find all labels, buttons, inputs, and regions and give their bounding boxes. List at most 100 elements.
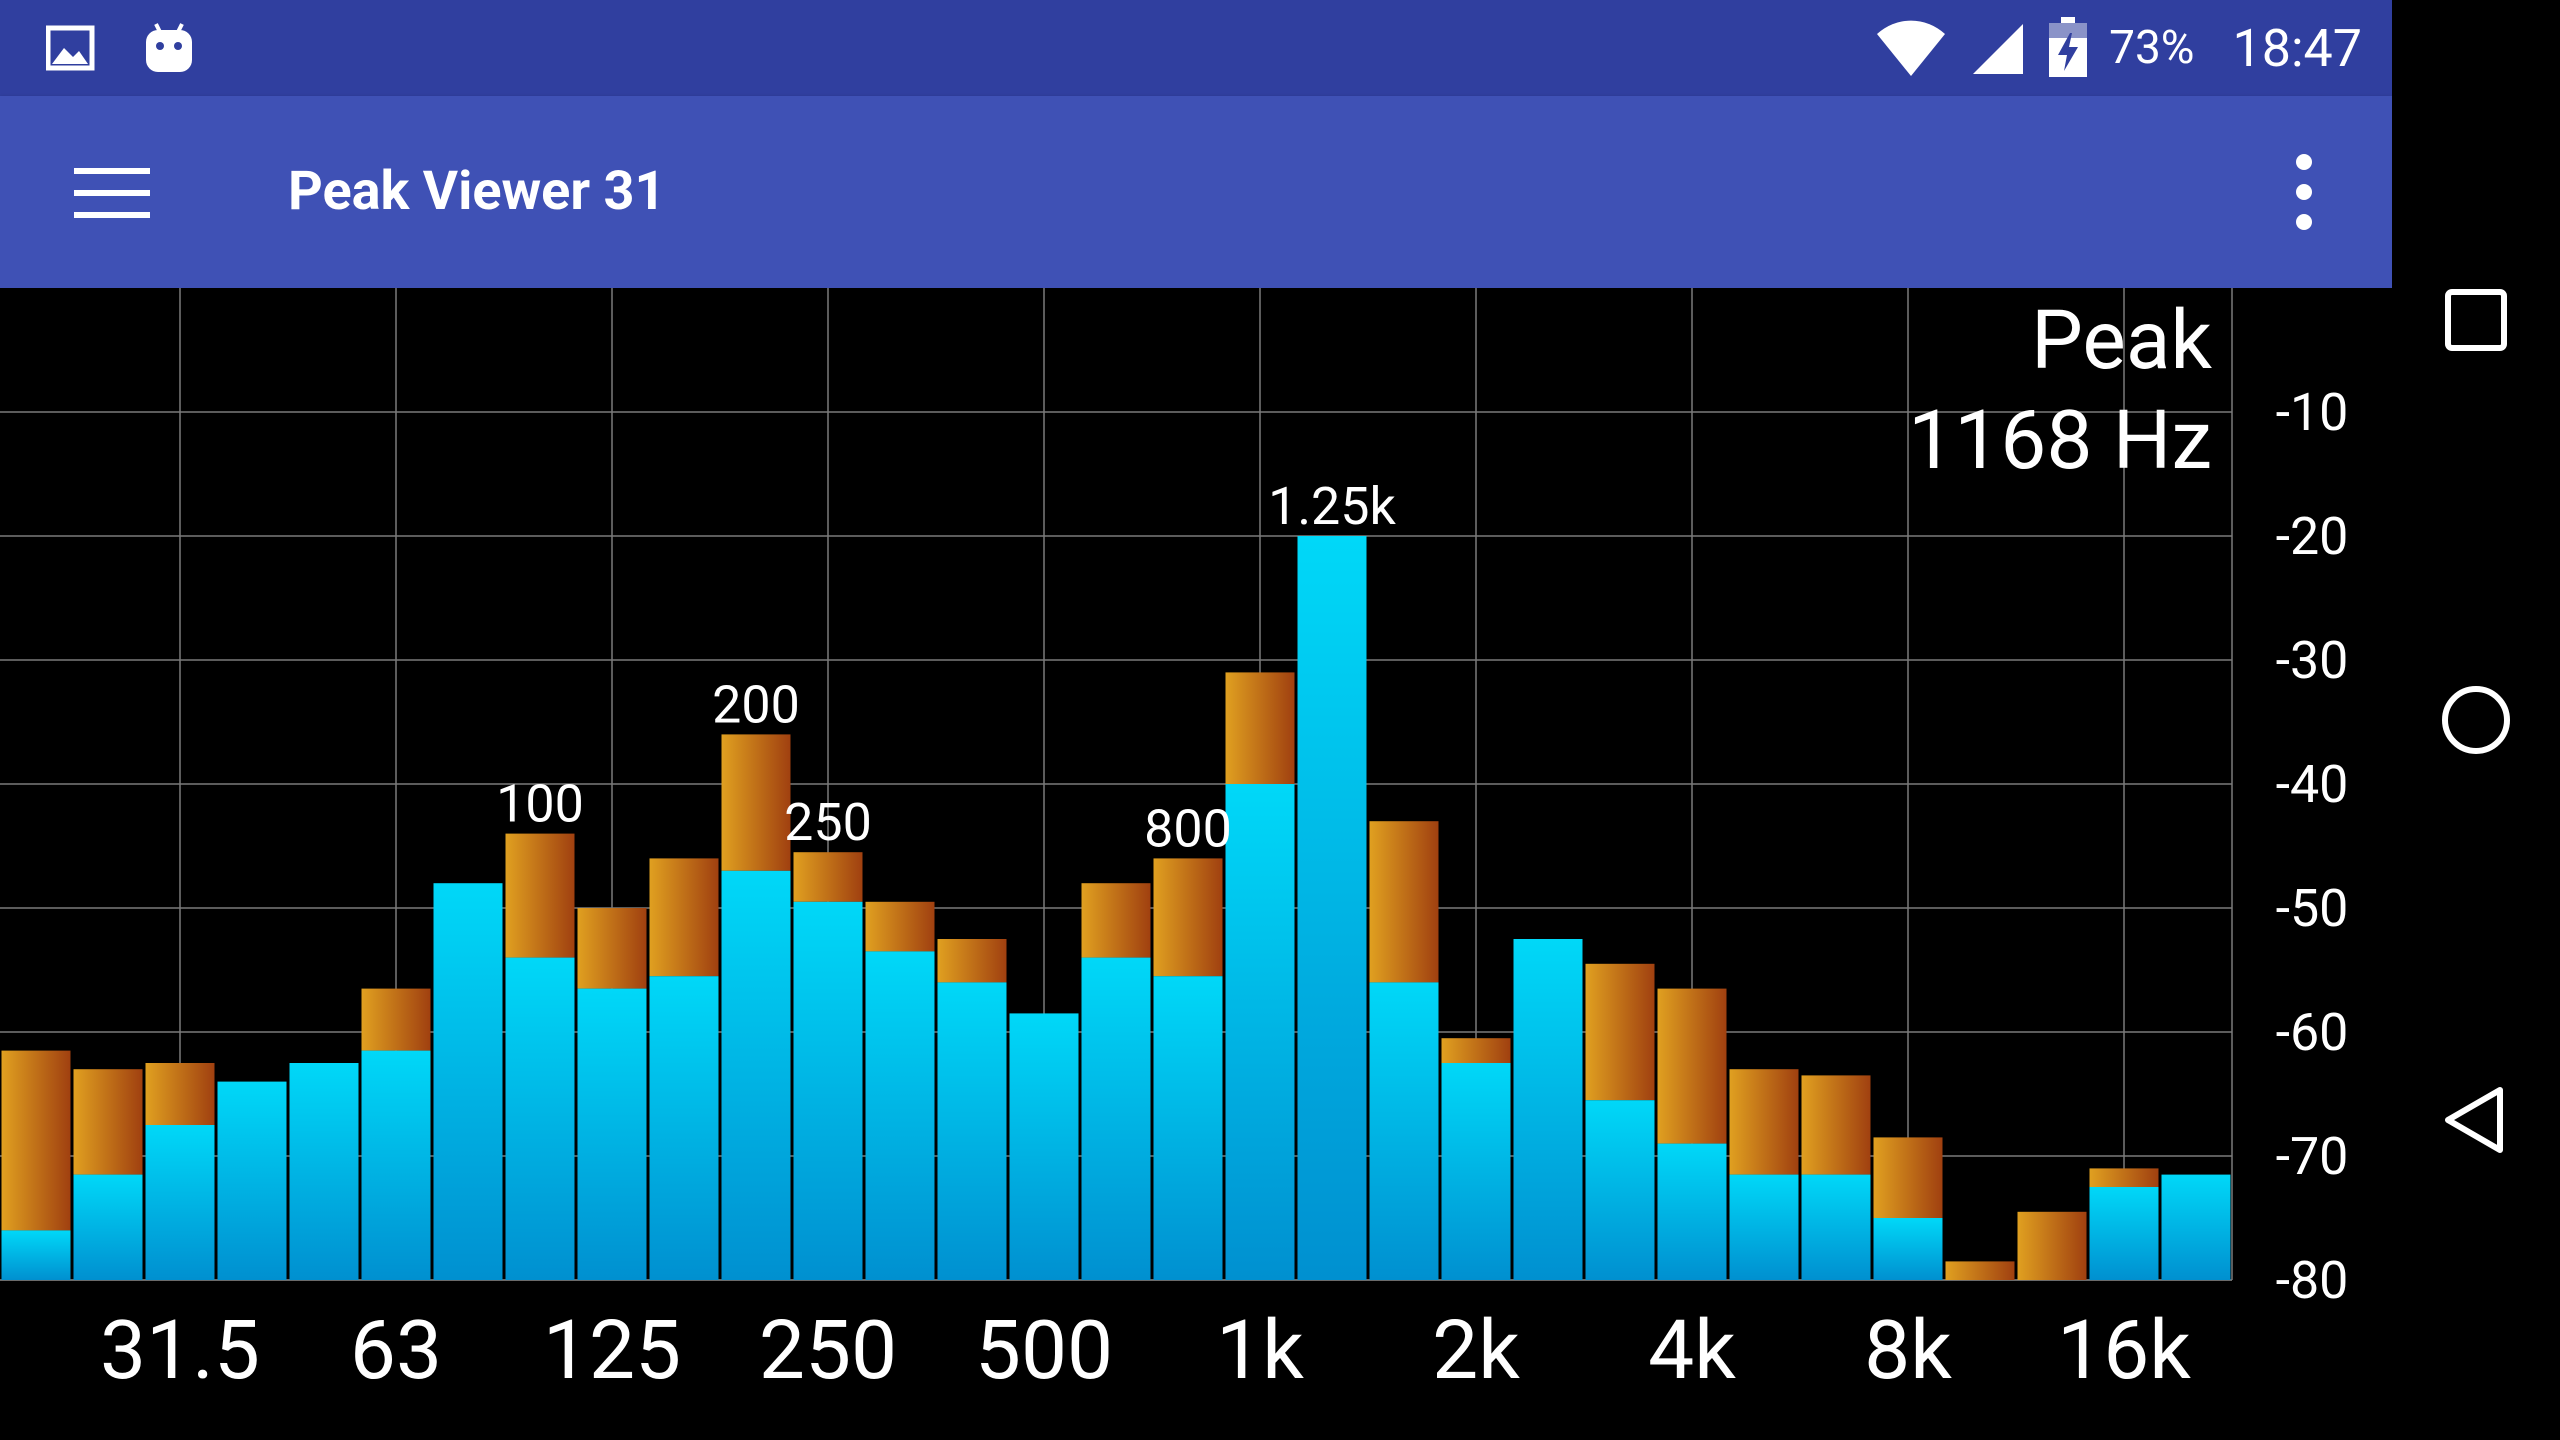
back-icon[interactable] bbox=[2412, 1056, 2540, 1184]
peak-band-label: 250 bbox=[784, 792, 872, 853]
level-bar bbox=[145, 1125, 215, 1280]
x-tick-label: 500 bbox=[975, 1303, 1113, 1399]
peak-label: Peak bbox=[2031, 293, 2212, 389]
bars bbox=[1, 536, 2231, 1280]
peak-hold-bar bbox=[937, 939, 1007, 983]
navigation-bar bbox=[2392, 0, 2560, 1440]
peak-hold-bar bbox=[649, 858, 719, 977]
recents-icon[interactable] bbox=[2412, 256, 2540, 384]
spectrum-plot: -10 -20 -30 -40 -50 -60 -70 -80 31.5 63 125 250 500 1… bbox=[0, 288, 2392, 1440]
level-bar bbox=[2089, 1187, 2159, 1280]
level-bar bbox=[1729, 1174, 1799, 1280]
peak-band-label: 1.25k bbox=[1268, 476, 1396, 537]
peak-hold-bar bbox=[865, 901, 935, 952]
chart-labels: -10 -20 -30 -40 -50 -60 -70 -80 31.5 63 125 250 500 1… bbox=[100, 382, 2348, 1399]
peak-hold-bar bbox=[1153, 858, 1223, 977]
peak-hold-bar bbox=[1729, 1069, 1799, 1175]
level-bar bbox=[1801, 1174, 1871, 1280]
peak-hold-bar bbox=[2017, 1211, 2087, 1280]
level-bar bbox=[649, 976, 719, 1280]
y-tick-label: -40 bbox=[2276, 754, 2349, 815]
peak-hold-bar bbox=[1873, 1137, 1943, 1218]
peak-hold-bar bbox=[1, 1050, 71, 1231]
app-title: Peak Viewer 31 bbox=[288, 160, 666, 223]
level-bar bbox=[577, 988, 647, 1280]
level-bar bbox=[1, 1230, 71, 1280]
level-bar bbox=[1009, 1013, 1079, 1280]
x-tick-label: 125 bbox=[543, 1303, 681, 1399]
image-icon bbox=[46, 25, 95, 71]
peak-band-label: 200 bbox=[712, 674, 800, 735]
level-bar bbox=[217, 1081, 287, 1280]
peak-hold-bar bbox=[145, 1063, 215, 1125]
battery-charging-icon bbox=[2049, 17, 2088, 77]
level-bar bbox=[433, 883, 503, 1280]
x-tick-label: 1k bbox=[1216, 1303, 1304, 1399]
x-tick-label: 63 bbox=[350, 1303, 442, 1399]
level-bar bbox=[1153, 976, 1223, 1280]
level-bar bbox=[2161, 1174, 2231, 1280]
level-bar bbox=[361, 1050, 431, 1280]
status-bar: 73% 18:47 bbox=[0, 0, 2392, 96]
y-tick-label: -60 bbox=[2276, 1002, 2349, 1063]
x-tick-label: 250 bbox=[759, 1303, 897, 1399]
peak-hold-bar bbox=[1225, 672, 1295, 784]
level-bar bbox=[1873, 1218, 1943, 1280]
peak-hold-bar bbox=[1801, 1075, 1871, 1175]
peak-hold-bar bbox=[1081, 883, 1151, 958]
level-bar bbox=[73, 1174, 143, 1280]
level-bar bbox=[1369, 982, 1439, 1280]
peak-hold-bar bbox=[1945, 1261, 2015, 1280]
app-bar: Peak Viewer 31 bbox=[0, 96, 2392, 288]
level-bar bbox=[1081, 957, 1151, 1280]
x-tick-label: 16k bbox=[2057, 1303, 2191, 1399]
level-bar bbox=[721, 870, 791, 1280]
x-tick-label: 4k bbox=[1648, 1303, 1736, 1399]
level-bar bbox=[937, 982, 1007, 1280]
hamburger-menu-icon[interactable] bbox=[52, 158, 152, 228]
clock-time: 18:47 bbox=[2232, 17, 2363, 79]
level-bar bbox=[1441, 1063, 1511, 1280]
peak-hold-bar bbox=[361, 988, 431, 1051]
more-vertical-icon[interactable] bbox=[2278, 148, 2330, 238]
x-tick-label: 8k bbox=[1864, 1303, 1952, 1399]
peak-band-label: 100 bbox=[496, 774, 584, 835]
x-tick-label: 2k bbox=[1432, 1303, 1520, 1399]
level-bar bbox=[1225, 784, 1295, 1280]
y-tick-label: -20 bbox=[2276, 506, 2349, 567]
home-icon[interactable] bbox=[2412, 656, 2540, 784]
level-bar bbox=[1297, 536, 1367, 1280]
peak-hold-bar bbox=[73, 1069, 143, 1175]
peak-hold-bar bbox=[505, 833, 575, 958]
peak-hold-bar bbox=[577, 908, 647, 989]
android-debug-icon bbox=[146, 23, 192, 72]
peak-hold-bar bbox=[793, 852, 863, 902]
level-bar bbox=[865, 951, 935, 1280]
peak-band-label: 800 bbox=[1144, 798, 1232, 859]
y-tick-label: -10 bbox=[2276, 382, 2349, 443]
peak-hold-bar bbox=[721, 734, 791, 871]
level-bar bbox=[505, 957, 575, 1280]
status-left-icons bbox=[46, 22, 196, 76]
peak-hold-bar bbox=[1369, 821, 1439, 983]
peak-frequency-value: 1168 Hz bbox=[1908, 393, 2212, 489]
cell-signal-icon bbox=[1973, 24, 2024, 74]
y-tick-label: -30 bbox=[2276, 630, 2349, 691]
y-tick-label: -70 bbox=[2276, 1126, 2349, 1187]
level-bar bbox=[793, 901, 863, 1280]
level-bar bbox=[1657, 1143, 1727, 1280]
wifi-icon bbox=[1877, 20, 1946, 76]
peak-hold-bar bbox=[1657, 988, 1727, 1144]
level-bar bbox=[1513, 939, 1583, 1280]
peak-hold-bar bbox=[1585, 963, 1655, 1101]
y-tick-label: -50 bbox=[2276, 878, 2349, 939]
level-bar bbox=[289, 1063, 359, 1280]
battery-percent: 73% bbox=[2109, 21, 2195, 75]
level-bar bbox=[1585, 1100, 1655, 1280]
y-tick-label: -80 bbox=[2276, 1250, 2349, 1311]
spectrum-chart: -10 -20 -30 -40 -50 -60 -70 -80 31.5 63 125 250 500 1… bbox=[0, 288, 2348, 1399]
x-tick-label: 31.5 bbox=[100, 1303, 260, 1399]
peak-hold-bar bbox=[1441, 1038, 1511, 1063]
peak-hold-bar bbox=[2089, 1168, 2159, 1187]
status-right-icons: 73% 18:47 bbox=[1875, 0, 2362, 96]
